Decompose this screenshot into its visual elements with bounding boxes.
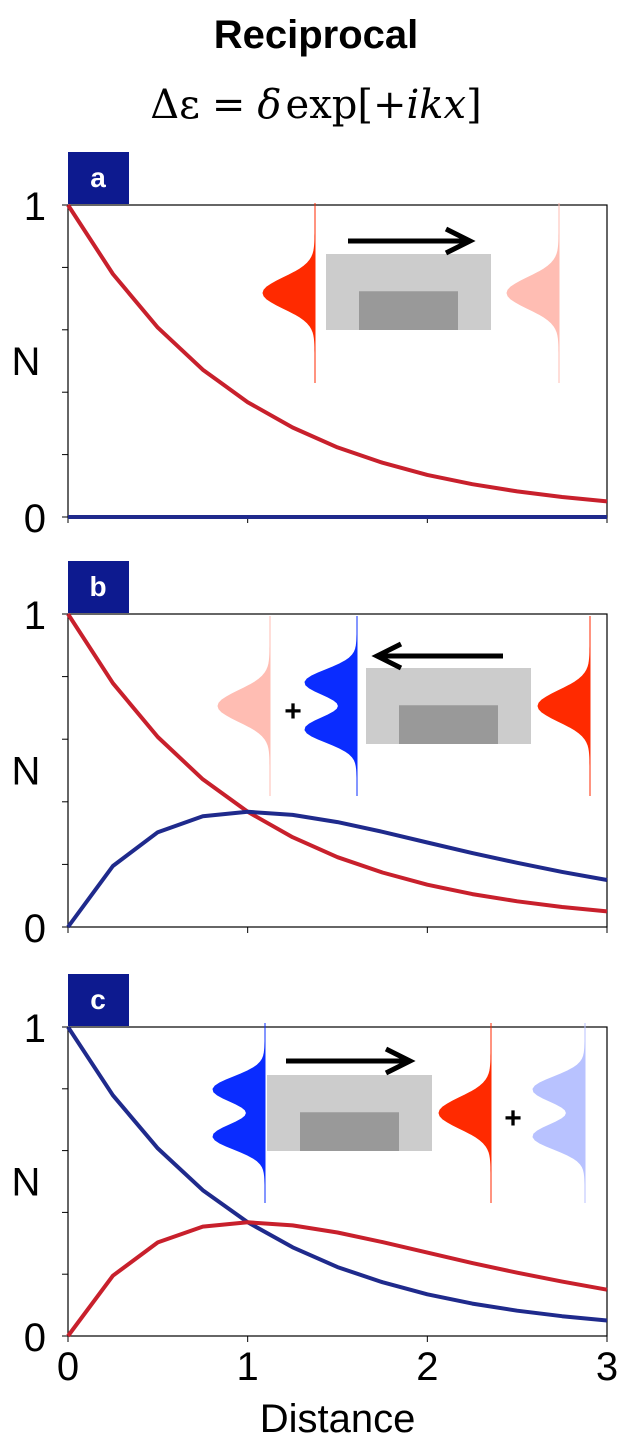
x-axis-label: Distance	[260, 1397, 416, 1441]
y-tick-label: 0	[24, 907, 46, 951]
arrow-head	[444, 226, 476, 256]
equation-equals: =	[212, 82, 246, 128]
pulse-red	[262, 203, 316, 383]
y-tick-label: 1	[24, 185, 46, 229]
panel-c: 1 0 Nc +0 1 2 3 Distance	[12, 974, 618, 1441]
pulse-blue	[304, 616, 358, 796]
panels: 1 0 Na 1 0 Nb +1 0 Nc +0 1 2 3 Distance	[12, 152, 618, 1441]
series-line-red	[66, 1220, 608, 1338]
pulse-blue-faded	[532, 1023, 586, 1203]
pulse-red-faded	[217, 616, 271, 796]
waveguide-core	[300, 1112, 399, 1151]
y-tick-label: 0	[24, 1316, 46, 1360]
pulse-red-faded	[506, 203, 560, 383]
x-tick-label: 3	[596, 1345, 618, 1389]
equation-close-bracket: ]	[466, 82, 482, 128]
y-axis-label: N	[12, 340, 41, 384]
inset-schematic	[262, 203, 560, 383]
pulse-red	[438, 1023, 492, 1203]
waveguide-core	[359, 291, 458, 330]
panel-label: b	[89, 571, 106, 602]
arrow-head	[371, 641, 403, 671]
y-tick-label: 1	[24, 1007, 46, 1051]
pulse-red	[537, 616, 591, 796]
plot-frame	[67, 1026, 608, 1337]
x-tick-label: 0	[57, 1345, 79, 1389]
panel-label: a	[90, 162, 106, 193]
y-tick-label: 1	[24, 594, 46, 638]
y-axis-label: N	[12, 1161, 41, 1205]
y-axis-label: N	[12, 750, 41, 794]
plus-sign: +	[284, 695, 302, 728]
x-tick-label: 2	[416, 1345, 438, 1389]
panel-label-box	[68, 152, 129, 204]
series-line-red	[66, 612, 608, 914]
panel-label-box	[68, 561, 129, 613]
equation-argument: ikx	[406, 82, 466, 128]
panel-label-box	[68, 974, 129, 1026]
pulse-blue	[212, 1023, 266, 1203]
series-line-blue	[66, 809, 608, 929]
panel-a: 1 0 Na	[12, 152, 608, 541]
arrow-head	[384, 1046, 416, 1076]
plot-frame	[67, 204, 608, 518]
panel-label: c	[90, 984, 106, 1015]
inset-schematic: +	[217, 616, 591, 796]
series-line-red	[66, 203, 608, 504]
inset-schematic: +	[212, 1023, 586, 1203]
plus-sign: +	[504, 1102, 522, 1135]
x-tick-label: 1	[237, 1345, 259, 1389]
plot-frame	[67, 613, 608, 928]
figure-title: Reciprocal	[214, 13, 419, 57]
equation-lhs: Δε	[150, 82, 200, 128]
panel-b: 1 0 Nb +	[12, 561, 608, 951]
equation-function: exp[+	[286, 82, 407, 128]
equation-delta: δ	[257, 82, 281, 128]
y-tick-label: 0	[24, 497, 46, 541]
equation: Δε = δ exp[+ikx]	[150, 82, 481, 128]
waveguide-core	[399, 705, 498, 744]
